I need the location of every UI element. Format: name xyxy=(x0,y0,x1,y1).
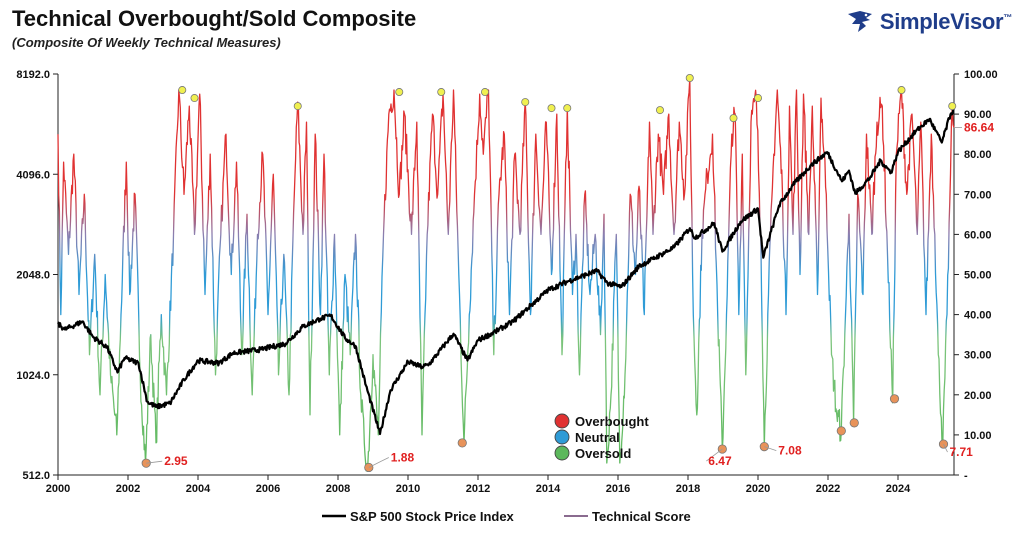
annotation-label: 2.95 xyxy=(164,454,188,468)
overbought-peak-marker xyxy=(437,88,446,97)
y-right-tick-label: 30.00 xyxy=(964,350,992,362)
oversold-trough-marker xyxy=(889,394,900,404)
oversold-trough-marker xyxy=(457,438,467,448)
zone-legend-label: Overbought xyxy=(575,414,649,429)
y-left-tick-label: 512.0 xyxy=(22,470,50,482)
y-right-tick-label: 20.00 xyxy=(964,390,992,402)
x-tick-label: 2006 xyxy=(256,483,280,495)
x-tick-label: 2024 xyxy=(886,483,911,495)
legend-technical-label: Technical Score xyxy=(592,509,691,524)
annotation-leader xyxy=(764,446,777,451)
y-left-tick-label: 1024.0 xyxy=(16,370,50,382)
annotation-label: 7.71 xyxy=(950,445,974,459)
annotation-label: 1.88 xyxy=(391,450,415,464)
y-right-tick-label: - xyxy=(964,470,968,482)
annotation-label: 86.64 xyxy=(964,121,994,135)
annotation-label: 6.47 xyxy=(708,454,732,468)
annotation-leader xyxy=(706,448,723,462)
overbought-peak-marker xyxy=(395,88,404,97)
legend-sp500-label: S&P 500 Stock Price Index xyxy=(350,509,515,524)
brand-logo: SimpleVisor™ xyxy=(846,8,1012,36)
y-left-tick-label: 4096.0 xyxy=(16,169,50,181)
technical-score-line xyxy=(57,77,955,472)
annotation-leader xyxy=(146,460,163,464)
oversold-trough-marker xyxy=(849,418,859,428)
sp500-line xyxy=(57,107,955,436)
y-right-tick-label: 60.00 xyxy=(964,229,992,241)
zone-legend-swatch xyxy=(554,413,570,429)
zone-legend-swatch xyxy=(554,429,570,445)
oversold-trough-marker xyxy=(836,426,846,436)
x-tick-label: 2018 xyxy=(676,483,700,495)
x-tick-label: 2004 xyxy=(186,483,211,495)
overbought-peak-marker xyxy=(480,88,489,97)
x-tick-label: 2022 xyxy=(816,483,840,495)
overbought-peak-marker xyxy=(547,104,556,113)
overbought-peak-marker xyxy=(563,104,572,113)
overbought-peak-marker xyxy=(521,98,530,107)
y-right-tick-label: 50.00 xyxy=(964,270,992,282)
x-tick-label: 2012 xyxy=(466,483,490,495)
x-tick-label: 2000 xyxy=(46,483,70,495)
eagle-icon xyxy=(847,11,872,32)
overbought-peak-marker xyxy=(729,114,738,123)
x-tick-label: 2014 xyxy=(536,483,561,495)
annotation-leader xyxy=(943,443,948,453)
y-right-tick-label: 90.00 xyxy=(964,109,992,121)
y-right-tick-label: 40.00 xyxy=(964,310,992,322)
y-right-tick-label: 70.00 xyxy=(964,189,992,201)
y-right-tick-label: 100.00 xyxy=(964,69,998,81)
y-right-tick-label: 10.00 xyxy=(964,430,992,442)
annotation-label: 7.08 xyxy=(778,444,802,458)
y-left-tick-label: 2048.0 xyxy=(16,270,50,282)
overbought-peak-marker xyxy=(656,106,665,115)
chart-subtitle: (Composite Of Weekly Technical Measures) xyxy=(12,35,281,50)
overbought-peak-marker xyxy=(754,94,763,103)
zone-legend-label: Oversold xyxy=(575,446,631,461)
x-tick-label: 2020 xyxy=(746,483,770,495)
x-tick-label: 2008 xyxy=(326,483,350,495)
brand-name: SimpleVisor™ xyxy=(879,9,1012,34)
chart-title: Technical Overbought/Sold Composite xyxy=(12,6,417,31)
overbought-peak-marker xyxy=(190,94,199,103)
overbought-peak-marker xyxy=(897,86,906,95)
overbought-peak-marker xyxy=(948,102,957,111)
overbought-peak-marker xyxy=(293,102,302,111)
x-tick-label: 2002 xyxy=(116,483,140,495)
y-right-tick-label: 80.00 xyxy=(964,149,992,161)
overbought-peak-marker xyxy=(685,74,694,83)
zone-legend-swatch xyxy=(554,445,570,461)
overbought-peak-marker xyxy=(178,86,187,95)
x-tick-label: 2016 xyxy=(606,483,630,495)
y-left-tick-label: 8192.0 xyxy=(16,69,50,81)
zone-legend-label: Neutral xyxy=(575,430,620,445)
x-tick-label: 2010 xyxy=(396,483,420,495)
annotation-leader xyxy=(368,457,389,468)
